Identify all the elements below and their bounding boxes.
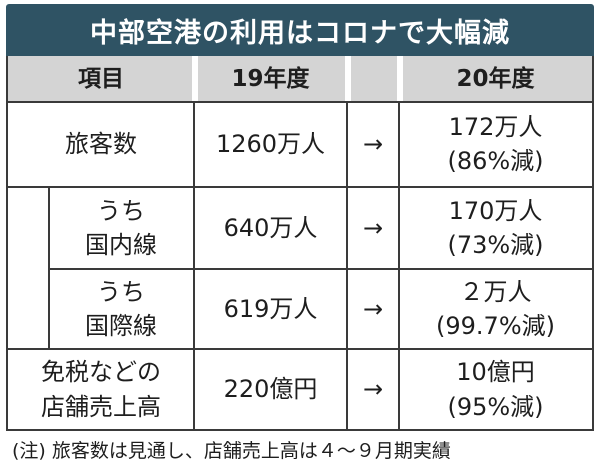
header-divider <box>345 56 351 102</box>
row-divider <box>8 101 592 103</box>
dutyfree-fy20-value: 10億円 <box>456 358 535 387</box>
domestic-fy20-change: (73%減) <box>447 231 544 259</box>
column-divider <box>346 102 348 429</box>
passengers-fy20-change: (86%減) <box>447 147 544 175</box>
domestic-label-line1: うち <box>97 196 145 225</box>
international-label-line2: 国際線 <box>85 312 157 340</box>
row-dutyfree-arrow: → <box>362 375 384 404</box>
header-divider <box>397 56 403 102</box>
header-arrow <box>347 56 399 102</box>
dutyfree-fy20-change: (95%減) <box>447 392 544 421</box>
row-passengers-fy19: 1260万人 <box>215 129 326 158</box>
row-divider <box>8 348 592 350</box>
header-item: 項目 <box>8 56 194 102</box>
row-dutyfree-label: 免税などの 店舗売上高 <box>8 350 194 429</box>
row-divider <box>48 268 592 270</box>
indent-divider <box>48 186 50 350</box>
passengers-fy20-value: 172万人 <box>448 112 543 141</box>
row-passengers-fy20: 172万人 (86%減) <box>399 102 592 186</box>
dutyfree-label-line1: 免税などの <box>41 358 161 387</box>
column-divider <box>398 102 400 429</box>
table-title: 中部空港の利用はコロナで大幅減 <box>6 4 594 56</box>
header-fy20: 20年度 <box>399 56 592 102</box>
row-dutyfree-fy19: 220億円 <box>223 375 318 404</box>
row-international-fy19: 619万人 <box>223 294 318 323</box>
row-passengers-arrow: → <box>362 129 384 158</box>
row-domestic-label: うち 国内線 <box>48 188 194 268</box>
row-international-label: うち 国際線 <box>48 270 194 348</box>
row-passengers-label: 旅客数 <box>65 129 137 158</box>
domestic-fy20-value: 170万人 <box>448 196 543 225</box>
infographic-table: 中部空港の利用はコロナで大幅減 項目 19年度 20年度 旅客数 1260万人 … <box>6 4 594 468</box>
data-table: 項目 19年度 20年度 旅客数 1260万人 → 172万人 (86%減) う… <box>6 56 594 431</box>
row-domestic-arrow: → <box>362 213 384 242</box>
row-domestic-fy20: 170万人 (73%減) <box>399 188 592 268</box>
header-fy19: 19年度 <box>194 56 347 102</box>
row-divider <box>8 186 592 188</box>
domestic-label-line2: 国内線 <box>85 231 157 259</box>
international-fy20-change: (99.7%減) <box>436 312 555 340</box>
row-dutyfree-fy20: 10億円 (95%減) <box>399 350 592 429</box>
footnote: (注) 旅客数は見通し、店舗売上高は４～９月期実績 <box>12 440 451 462</box>
column-divider <box>193 102 195 429</box>
dutyfree-label-line2: 店舗売上高 <box>41 392 161 421</box>
row-international-arrow: → <box>362 294 384 323</box>
international-label-line1: うち <box>97 277 145 306</box>
row-domestic-fy19: 640万人 <box>223 213 318 242</box>
international-fy20-value: ２万人 <box>459 277 532 306</box>
header-divider <box>192 56 198 102</box>
row-international-fy20: ２万人 (99.7%減) <box>399 270 592 348</box>
